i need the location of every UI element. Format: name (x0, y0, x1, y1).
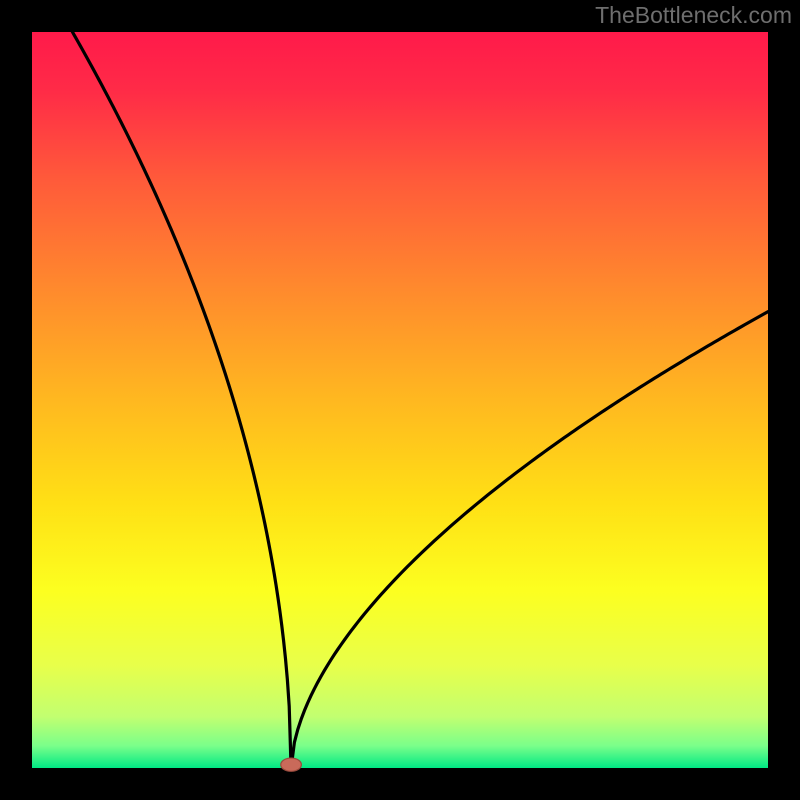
plot-area (32, 32, 768, 768)
optimal-point-marker (281, 758, 302, 771)
chart-container: TheBottleneck.com (0, 0, 800, 800)
bottleneck-chart (0, 0, 800, 800)
watermark-text: TheBottleneck.com (595, 2, 792, 29)
